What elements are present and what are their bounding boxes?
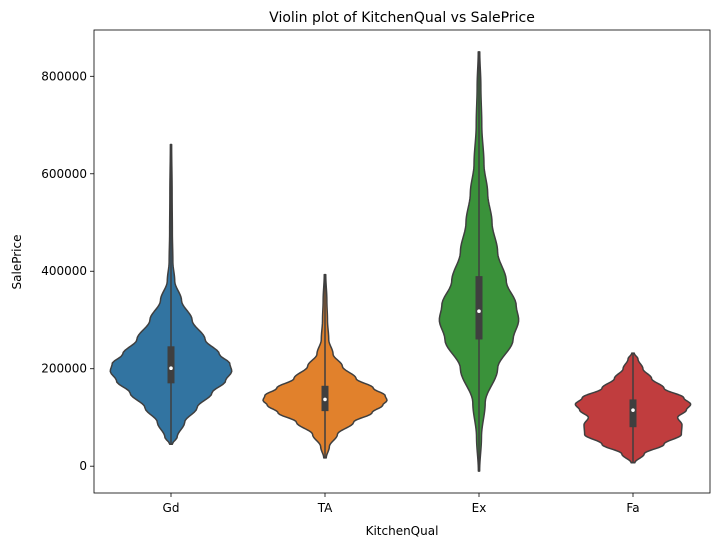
y-tick-label: 600000 xyxy=(41,167,87,181)
x-tick-label: Gd xyxy=(163,501,180,515)
axes-layer: 0 200000 400000 600000 800000 Gd TA Ex Fa xyxy=(41,29,711,515)
plot-frame xyxy=(93,29,711,494)
violin-median-ta xyxy=(323,397,327,402)
y-tick-label: 800000 xyxy=(41,69,87,83)
violins-layer xyxy=(109,51,692,472)
x-axis-label: KitchenQual xyxy=(366,524,439,538)
violin-median-fa xyxy=(631,408,635,412)
violin-median-ex xyxy=(477,309,481,314)
violin-iqr-box-fa xyxy=(629,399,637,428)
x-tick-label: Fa xyxy=(626,501,639,515)
y-tick-label: 400000 xyxy=(41,264,87,278)
y-tick-label: 200000 xyxy=(41,362,87,376)
violin-iqr-box-gd xyxy=(167,346,175,384)
chart-title: Violin plot of KitchenQual vs SalePrice xyxy=(269,10,535,26)
violin-median-gd xyxy=(169,366,173,371)
y-axis-label: SalePrice xyxy=(10,235,24,290)
x-tick-label: TA xyxy=(317,501,333,515)
violin-iqr-box-ex xyxy=(475,276,483,340)
x-tick-label: Ex xyxy=(472,501,487,515)
y-tick-label: 0 xyxy=(79,459,87,473)
